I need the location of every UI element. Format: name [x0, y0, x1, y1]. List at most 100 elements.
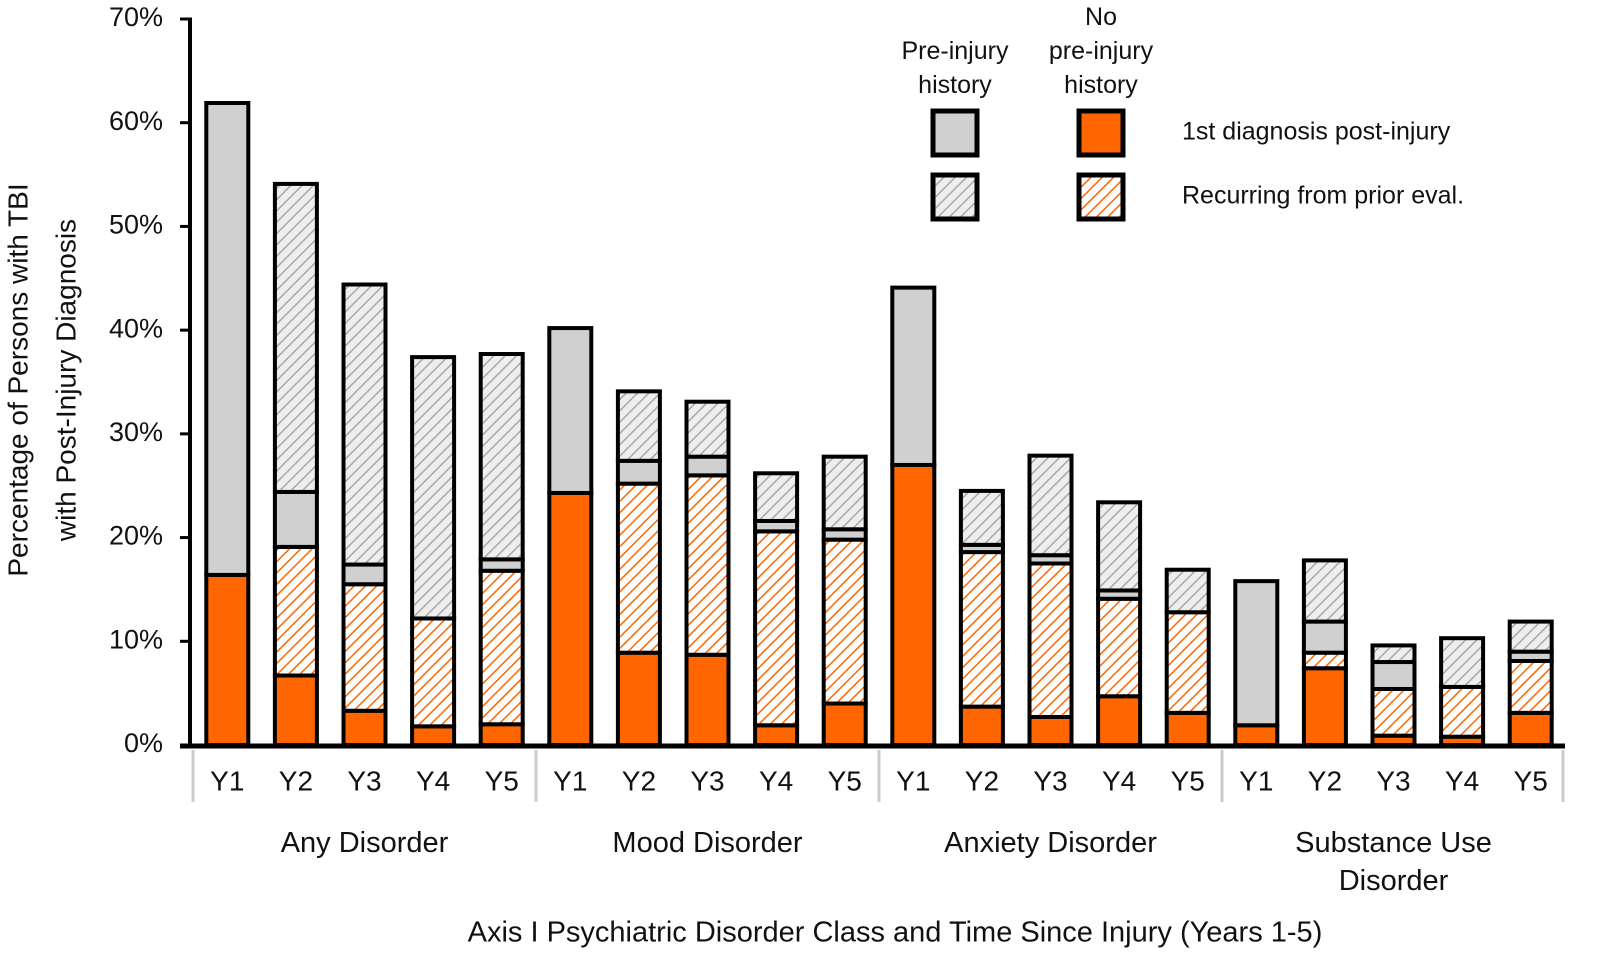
bar-segment [1370, 660, 1417, 691]
bar-segment [890, 462, 937, 747]
bar-segment [341, 282, 388, 567]
bar-segment [1233, 723, 1280, 748]
bar-segment [410, 355, 457, 621]
bar-segment [547, 326, 594, 495]
bar-segment [204, 101, 251, 577]
legend-swatch [1076, 108, 1126, 158]
bar-segment [1096, 694, 1143, 747]
legend-row-label: Recurring from prior eval. [1182, 182, 1464, 210]
x-tick-label: Y5 [828, 765, 862, 796]
bar-segment [684, 454, 731, 478]
bar-segment [1507, 710, 1554, 747]
bar-segment [1301, 558, 1348, 624]
bar-segment [1164, 567, 1211, 615]
group-label: Substance Use Disorder [1295, 827, 1492, 897]
y-tick-label: 60% [109, 106, 163, 136]
bar-segment [1233, 579, 1280, 728]
bar-segment [753, 529, 800, 728]
y-tick-label: 20% [109, 521, 163, 551]
legend-swatch [930, 172, 980, 222]
bar-segment [1301, 619, 1348, 655]
bar-segment [753, 723, 800, 748]
y-tick-label: 30% [109, 417, 163, 447]
x-tick-label: Y5 [485, 765, 519, 796]
x-tick-label: Y2 [622, 765, 656, 796]
bar-segment [615, 650, 662, 747]
bar-segment [272, 489, 319, 549]
bar-segment [478, 722, 525, 747]
y-axis-title: Percentage of Persons with TBI [2, 183, 33, 576]
bar-segment [684, 399, 731, 459]
x-tick-label: Y5 [1171, 765, 1205, 796]
bar-segment [478, 568, 525, 727]
bar-segment [821, 701, 868, 747]
bar-segment [410, 616, 457, 729]
bar-segment [1096, 500, 1143, 593]
bar-segment [204, 572, 251, 747]
bar-segment [684, 473, 731, 657]
bar-segment [272, 673, 319, 747]
x-tick-label: Y1 [1239, 765, 1273, 796]
bar-segment [615, 481, 662, 655]
legend-column-header: Pre-injury history [901, 37, 1009, 99]
bar-segment [1164, 710, 1211, 747]
legend-column-header: No pre-injury history [1048, 3, 1154, 99]
x-tick-label: Y3 [1376, 765, 1410, 796]
x-tick-label: Y1 [210, 765, 244, 796]
group-label: Mood Disorder [612, 827, 803, 859]
x-axis-title: Axis I Psychiatric Disorder Class and Ti… [468, 917, 1323, 949]
bar-segment [1507, 619, 1554, 654]
group-label: Any Disorder [280, 827, 449, 859]
bar-segment [615, 458, 662, 486]
y-tick-label: 40% [109, 313, 163, 343]
bar-segment [478, 351, 525, 562]
bar-segment [1301, 650, 1348, 671]
legend-swatch [1076, 172, 1126, 222]
x-tick-label: Y1 [896, 765, 930, 796]
bar-segment [272, 181, 319, 494]
x-tick-label: Y2 [1308, 765, 1342, 796]
x-tick-label: Y3 [1033, 765, 1067, 796]
bar-segment [1164, 610, 1211, 715]
bar-segment [958, 550, 1005, 709]
bar-segment [1301, 666, 1348, 747]
legend-swatch [930, 108, 980, 158]
bar-segment [1370, 643, 1417, 665]
bar-segment [410, 724, 457, 747]
y-tick-label: 0% [124, 728, 163, 758]
bar-segment [272, 544, 319, 678]
bar-segment [547, 490, 594, 747]
x-tick-label: Y1 [553, 765, 587, 796]
bar-segment [753, 471, 800, 523]
x-tick-label: Y4 [759, 765, 793, 796]
x-tick-label: Y4 [1102, 765, 1136, 796]
group-label: Anxiety Disorder [944, 827, 1157, 859]
x-tick-label: Y5 [1514, 765, 1548, 796]
x-tick-label: Y2 [279, 765, 313, 796]
bar-segment [1027, 561, 1074, 719]
y-tick-label: 70% [109, 2, 163, 32]
bar-segment [958, 488, 1005, 547]
y-tick-label: 10% [109, 624, 163, 654]
x-tick-label: Y4 [416, 765, 450, 796]
bar-segment [341, 582, 388, 713]
x-tick-label: Y4 [1445, 765, 1479, 796]
bar-segment [1096, 596, 1143, 699]
x-tick-label: Y3 [690, 765, 724, 796]
bar-segment [821, 537, 868, 706]
x-tick-label: Y2 [965, 765, 999, 796]
bar-segment [958, 704, 1005, 748]
y-axis-title: with Post-Injury Diagnosis [50, 219, 81, 542]
bar-segment [1027, 453, 1074, 558]
bar-segment [341, 708, 388, 748]
bar-segment [1027, 714, 1074, 747]
bar-segment [1370, 686, 1417, 738]
legend-row-label: 1st diagnosis post-injury [1182, 118, 1451, 146]
bar-segment [684, 652, 731, 747]
x-tick-label: Y3 [347, 765, 381, 796]
y-tick-label: 50% [109, 210, 163, 240]
bar-segment [1439, 684, 1486, 739]
bar-segment [890, 285, 937, 467]
